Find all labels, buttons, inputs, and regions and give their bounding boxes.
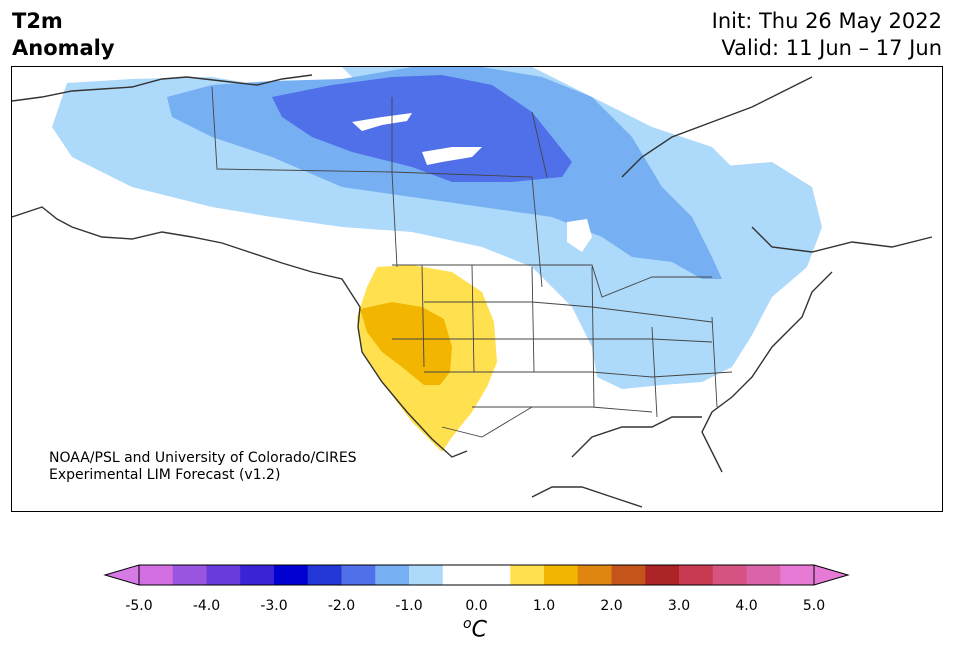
colorbar-outline xyxy=(138,564,815,586)
colorbar-cell xyxy=(611,565,646,585)
colorbar-cell xyxy=(544,565,579,585)
colorbar-under-arrow xyxy=(103,564,140,586)
anomaly-gold-core xyxy=(360,302,452,385)
political-boundaries xyxy=(211,86,733,438)
colorbar-cell xyxy=(746,565,781,585)
water-patch-3 xyxy=(567,219,592,252)
colorbar-cell xyxy=(780,565,815,585)
init-date: Init: Thu 26 May 2022 xyxy=(711,9,942,33)
colorbar xyxy=(103,564,850,586)
colorbar-tick: 3.0 xyxy=(667,598,691,614)
valid-range: Valid: 11 Jun – 17 Jun xyxy=(721,36,942,60)
title-anomaly: Anomaly xyxy=(12,36,115,60)
anomaly-light-blue-west xyxy=(52,77,822,389)
colorbar-tick: 4.0 xyxy=(735,598,758,614)
colorbar-cell xyxy=(375,565,410,585)
colorbar-cell xyxy=(442,565,477,585)
credit-line-2: Experimental LIM Forecast (v1.2) xyxy=(49,467,281,483)
title-variable: T2m xyxy=(12,9,63,33)
colorbar-tick: -2.0 xyxy=(327,598,356,614)
colorbar-tick: -5.0 xyxy=(125,598,153,614)
unit-degree: o xyxy=(463,616,472,632)
water-patch-2 xyxy=(422,147,482,165)
anomaly-map xyxy=(12,67,933,508)
water-patch-1 xyxy=(352,113,412,131)
colorbar-unit: oC xyxy=(463,616,487,642)
credit-line-1: NOAA/PSL and University of Colorado/CIRE… xyxy=(49,450,357,466)
colorbar-tick: 1.0 xyxy=(532,598,556,614)
colorbar-cell xyxy=(240,565,275,585)
colorbar-cell xyxy=(679,565,714,585)
anomaly-dark-blue-core xyxy=(272,75,572,182)
coastlines xyxy=(12,74,933,508)
colorbar-tick: -3.0 xyxy=(260,598,288,614)
colorbar-cell xyxy=(341,565,376,585)
colorbar-tick: 2.0 xyxy=(600,598,623,614)
colorbar-tick: -4.0 xyxy=(192,598,221,614)
title-block-left: T2m Anomaly xyxy=(12,8,115,62)
colorbar-cell xyxy=(172,565,207,585)
colorbar-tick: -1.0 xyxy=(395,598,423,614)
colorbar-cells xyxy=(139,565,815,585)
title-block-right: Init: Thu 26 May 2022 Valid: 11 Jun – 17… xyxy=(712,8,942,62)
colorbar-tick: 5.0 xyxy=(802,598,826,614)
data-credit: NOAA/PSL and University of Colorado/CIRE… xyxy=(49,450,357,484)
colorbar-cell xyxy=(409,565,444,585)
colorbar-cell xyxy=(139,565,174,585)
colorbar-cell xyxy=(577,565,612,585)
colorbar-tick: 0.0 xyxy=(465,598,488,614)
colorbar-over-arrow xyxy=(813,564,850,586)
colorbar-cell xyxy=(274,565,309,585)
colorbar-cell xyxy=(510,565,545,585)
colorbar-cell xyxy=(307,565,342,585)
colorbar-cell xyxy=(476,565,511,585)
colorbar-cell xyxy=(206,565,241,585)
unit-celsius: C xyxy=(471,617,487,643)
colorbar-cell xyxy=(712,565,747,585)
colorbar-cell xyxy=(645,565,680,585)
map-panel xyxy=(11,66,943,512)
